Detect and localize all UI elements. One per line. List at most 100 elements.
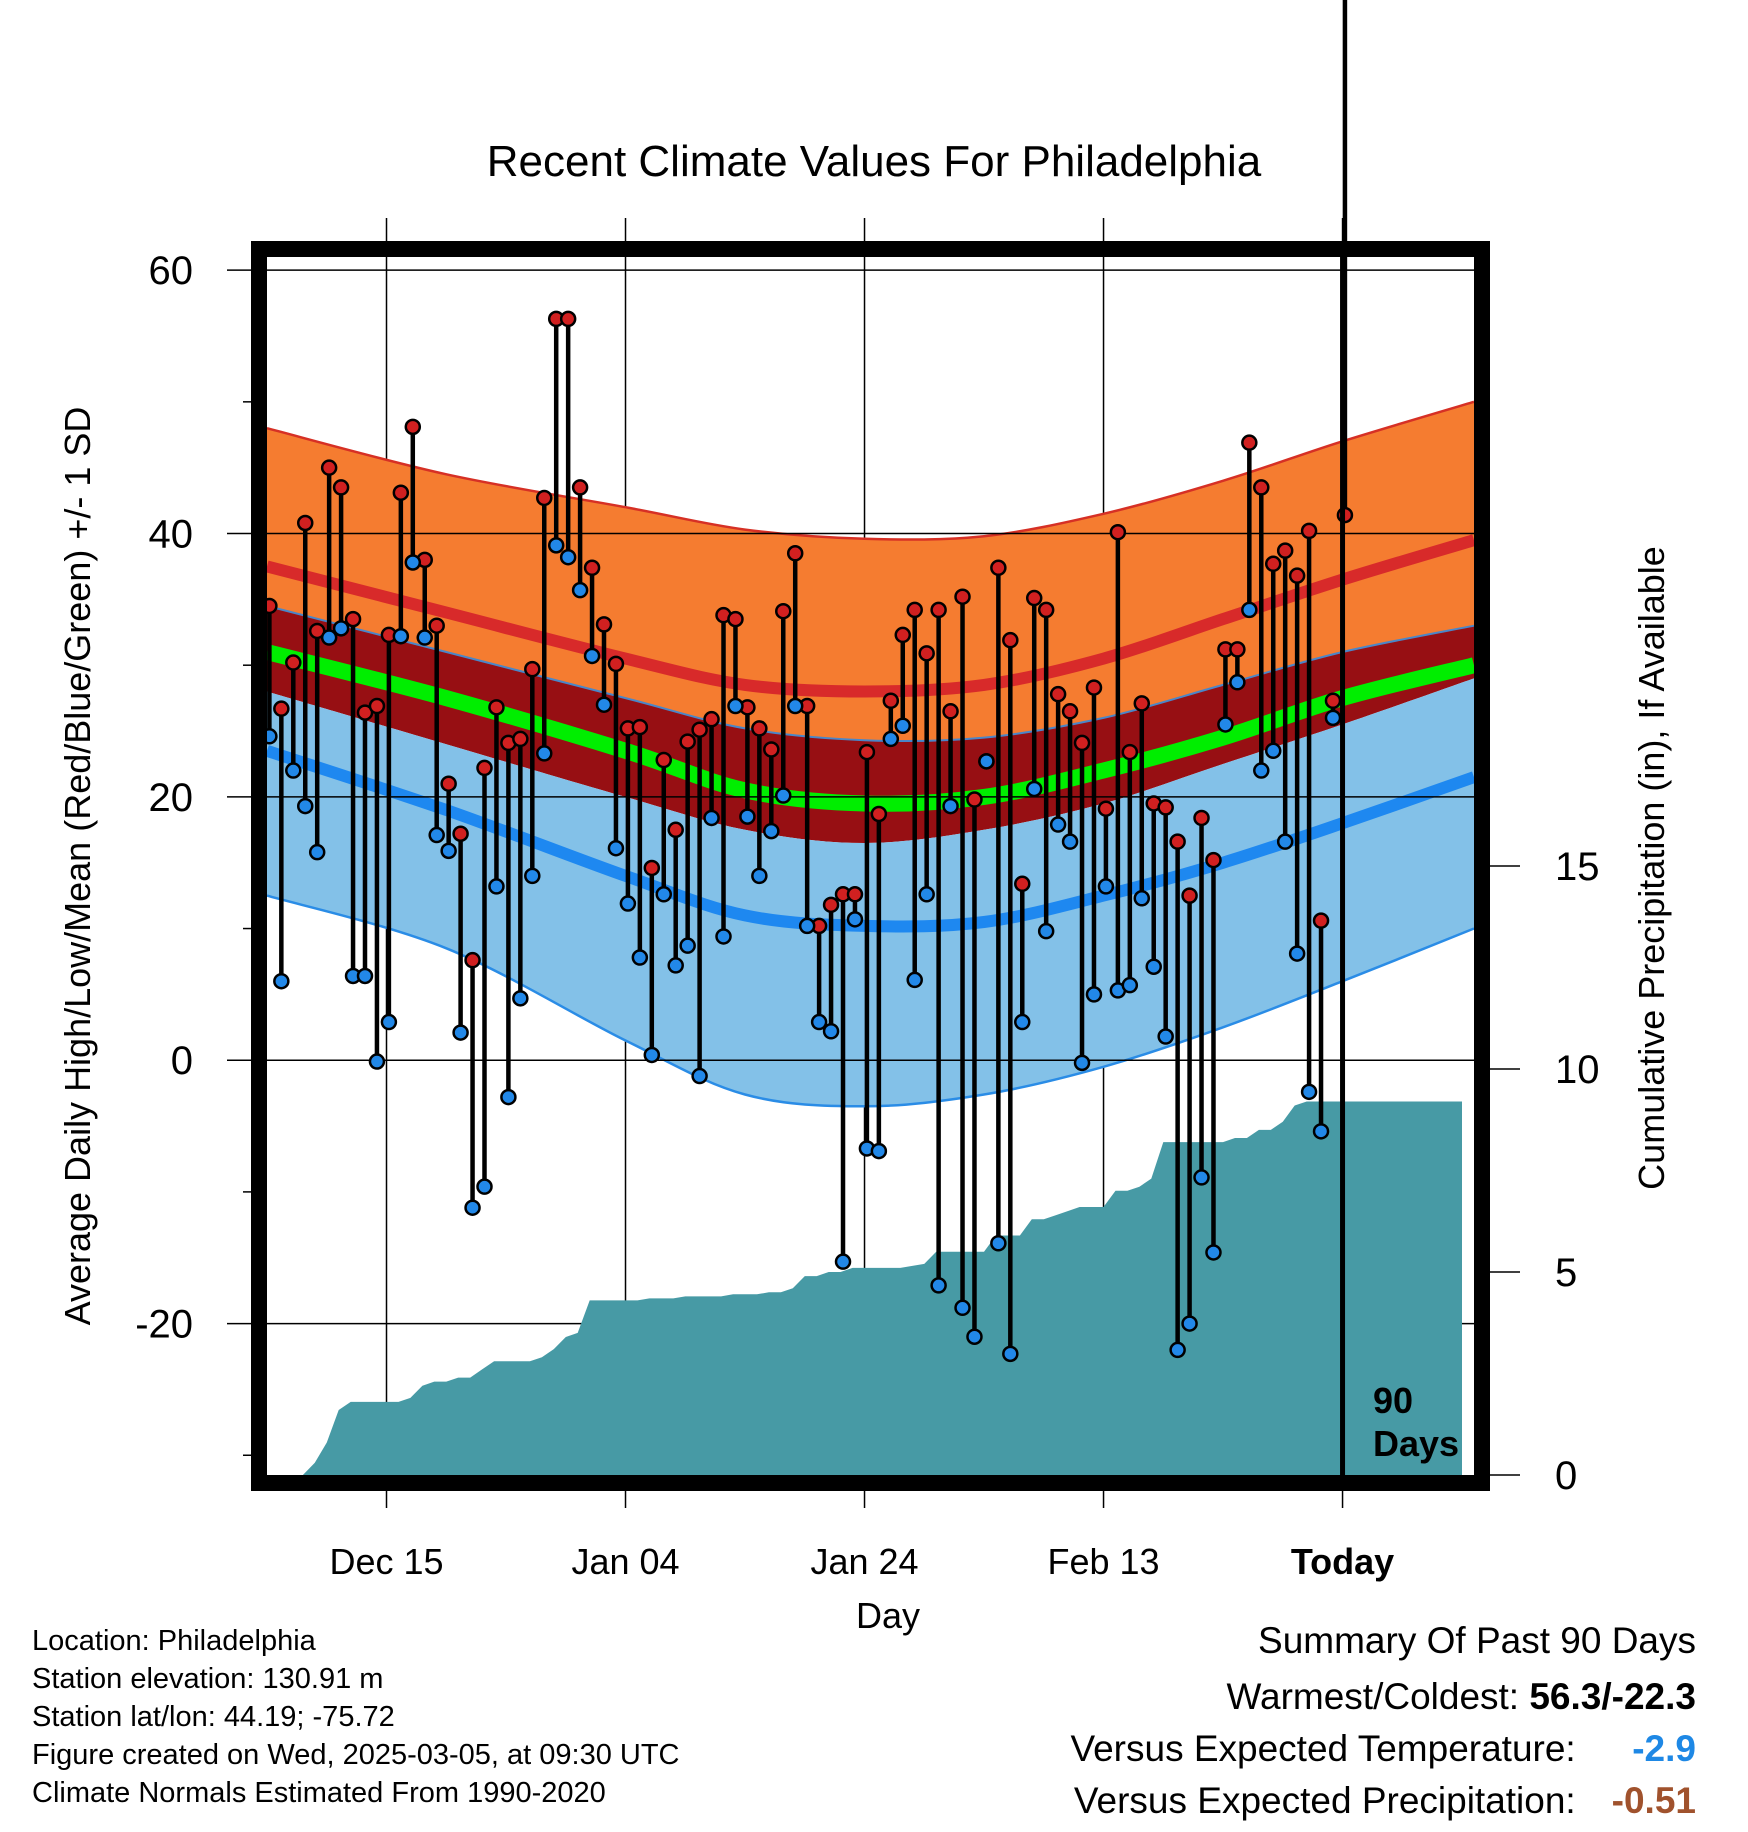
normal-high-line (265, 534, 1476, 698)
high-point-68 (1073, 734, 1091, 752)
low-point-3 (296, 797, 314, 815)
low-point-48 (834, 1253, 852, 1270)
high-point-65 (1037, 601, 1055, 619)
high-point-78 (1193, 809, 1210, 827)
low-point-47 (822, 1023, 840, 1040)
low-point-25 (559, 548, 577, 566)
low-sd-band (267, 678, 1474, 1107)
high-point-86 (1288, 567, 1306, 584)
low-point-37 (703, 809, 720, 827)
low-point-60 (978, 753, 995, 770)
high-point-29 (607, 655, 625, 673)
low-point-80 (1217, 716, 1234, 733)
low-point-70 (1097, 878, 1115, 895)
low-point-35 (679, 937, 696, 954)
low-point-18 (476, 1178, 493, 1195)
latlon-text: Station lat/lon: 44.19; -75.72 (32, 1701, 395, 1733)
low-point-29 (607, 839, 625, 857)
low-point-15 (440, 842, 457, 860)
low-point-88 (1312, 1123, 1330, 1140)
low-point-51 (870, 1142, 888, 1160)
high-point-53 (894, 626, 912, 644)
low-point-78 (1193, 1169, 1210, 1186)
chart-title: Recent Climate Values For Philadelphia (487, 137, 1262, 186)
daily-range-stems (267, 0, 1348, 1354)
low-point-66 (1049, 816, 1067, 833)
low-point-20 (500, 1088, 517, 1106)
low-point-23 (536, 745, 553, 762)
low-point-76 (1169, 1341, 1186, 1359)
low-point-64 (1025, 780, 1043, 798)
summary-precip: Versus Expected Precipitation: -0.51 (1070, 1780, 1696, 1832)
high-point-3 (296, 514, 314, 532)
low-point-84 (1264, 742, 1282, 760)
low-point-26 (571, 581, 589, 599)
x-axis-label: Day (856, 1595, 920, 1636)
low-point-11 (392, 627, 410, 645)
summary-temp: Versus Expected Temperature: -2.9 (1070, 1728, 1696, 1780)
low-point-86 (1288, 945, 1306, 962)
high-point-56 (930, 601, 947, 619)
high-point-21 (512, 730, 529, 748)
summary-panel: Summary Of Past 90 Days Warmest/Coldest:… (1070, 1620, 1696, 1832)
horizontal-gridlines (267, 269, 1474, 1325)
low-point-38 (715, 928, 732, 945)
high-point-70 (1097, 800, 1115, 817)
high-upper-edge (266, 400, 1475, 541)
low-point-42 (763, 822, 780, 840)
high-point-73 (1133, 695, 1151, 712)
high-point-36 (691, 721, 708, 738)
precip-area-fill (267, 1101, 1462, 1475)
high-point-50 (858, 743, 876, 761)
low-point-21 (512, 990, 529, 1007)
low-point-77 (1181, 1315, 1198, 1332)
low-point-85 (1276, 833, 1294, 850)
x-tick-label-4: Today (1291, 1541, 1394, 1582)
high-point-35 (679, 733, 696, 750)
low-point-81 (1229, 674, 1246, 691)
low-point-9 (368, 1053, 386, 1070)
high-point-5 (320, 459, 338, 476)
low-point-2 (285, 762, 302, 779)
x-tick-label-2: Jan 24 (810, 1541, 918, 1582)
low-point-8 (356, 967, 374, 985)
low-point-49 (846, 911, 864, 928)
high-point-62 (1002, 631, 1019, 649)
low-point-87 (1300, 1083, 1318, 1101)
high-point-79 (1205, 851, 1222, 869)
daily-high-points (261, 310, 1354, 969)
high-point-18 (476, 759, 493, 777)
high-point-15 (440, 775, 457, 792)
low-point-39 (727, 697, 744, 715)
low-point-58 (954, 1299, 971, 1317)
high-point-69 (1085, 679, 1103, 696)
y-tick-label-0: 60 (149, 249, 194, 293)
y2-tick-label-2: 10 (1555, 1048, 1600, 1092)
y2-axis-ticks: 0 5 10 15 (1482, 845, 1600, 1498)
y2-tick-label-1: 5 (1555, 1251, 1577, 1295)
warm-cold-value: 56.3/-22.3 (1529, 1676, 1696, 1717)
low-point-13 (416, 629, 433, 646)
high-point-89 (1324, 692, 1342, 709)
low-point-69 (1085, 986, 1103, 1003)
today-label-days: Days (1373, 1423, 1459, 1464)
low-point-73 (1133, 890, 1151, 907)
y2-tick-label-3: 15 (1555, 845, 1600, 889)
high-point-66 (1049, 685, 1067, 703)
high-point-31 (631, 718, 649, 736)
low-point-14 (428, 826, 445, 844)
low-point-59 (966, 1328, 983, 1345)
high-point-1 (273, 700, 290, 717)
low-point-57 (942, 797, 959, 815)
high-point-11 (392, 484, 410, 501)
low-point-22 (524, 867, 541, 885)
high-point-77 (1181, 887, 1198, 904)
low-point-68 (1073, 1054, 1091, 1072)
low-point-32 (643, 1046, 661, 1064)
low-point-10 (380, 1013, 398, 1031)
low-point-30 (619, 895, 637, 912)
high-point-85 (1276, 542, 1294, 559)
high-point-32 (643, 859, 661, 877)
low-lower-edge (266, 894, 1475, 1108)
low-point-61 (990, 1235, 1007, 1252)
